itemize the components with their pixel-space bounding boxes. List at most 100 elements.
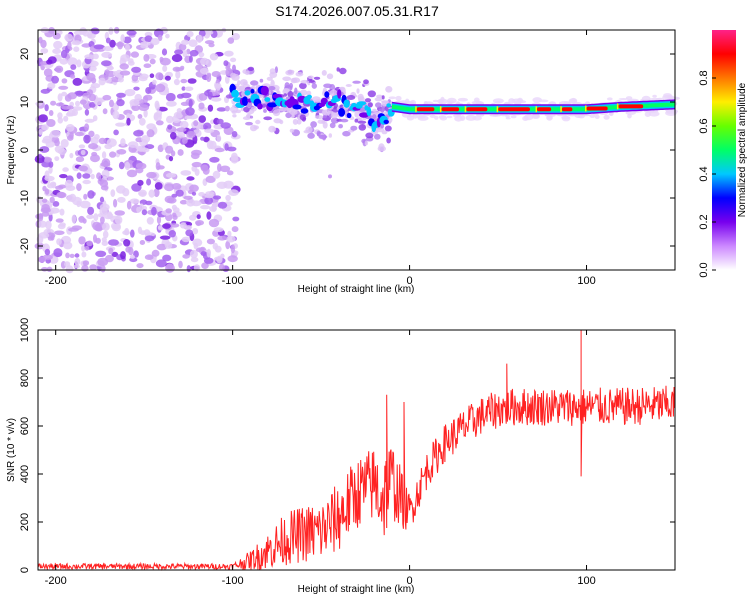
spectrogram-cell bbox=[207, 104, 214, 112]
y-tick-label: 20 bbox=[19, 48, 31, 60]
figure-title: S174.2026.007.05.31.R17 bbox=[275, 3, 439, 19]
spectrogram-cell bbox=[388, 96, 396, 100]
spectrogram-cell bbox=[52, 201, 60, 207]
spectrogram-cell bbox=[175, 189, 184, 197]
spectrogram-cell bbox=[66, 105, 74, 110]
spectrogram-cell bbox=[417, 115, 429, 121]
spectrogram-cell bbox=[61, 78, 68, 84]
spectrogram-cell bbox=[175, 67, 184, 72]
spectrogram-cell bbox=[80, 149, 86, 156]
spectrogram-cell bbox=[120, 34, 125, 43]
spectrogram-cell bbox=[209, 140, 217, 150]
spectrogram-cell bbox=[406, 115, 414, 121]
spectrogram-cell bbox=[143, 54, 150, 62]
spectrogram-cell bbox=[206, 248, 211, 258]
spectrogram-cell bbox=[159, 235, 171, 240]
spectrogram-cell bbox=[48, 207, 60, 214]
spectrogram-cell bbox=[216, 134, 222, 143]
spectrogram-cell bbox=[206, 72, 212, 78]
spectrogram-cell bbox=[70, 74, 76, 79]
spectrogram-cell bbox=[377, 145, 386, 152]
spectrogram-cell bbox=[73, 40, 81, 46]
spectrogram-cell bbox=[37, 256, 46, 263]
spectrogram-cell bbox=[69, 152, 74, 159]
spectrogram-cell bbox=[76, 59, 82, 68]
spectrogram-cell bbox=[198, 102, 205, 110]
spectrogram-cell bbox=[89, 264, 98, 271]
spectrogram-cell bbox=[118, 161, 125, 170]
spectrogram-cell bbox=[122, 188, 130, 197]
spectrogram-cell bbox=[164, 241, 173, 249]
spectrogram-cell bbox=[283, 88, 290, 93]
spectrogram-cell bbox=[36, 196, 43, 204]
spectrogram-cell bbox=[83, 134, 91, 144]
spectrogram-cell bbox=[63, 241, 73, 250]
colorbar-tick-label: 0.0 bbox=[698, 262, 710, 277]
spectrogram-cell bbox=[68, 227, 79, 232]
spectrogram-cell bbox=[101, 151, 107, 159]
spectrogram-cell bbox=[314, 115, 324, 120]
spectrogram-cell bbox=[101, 51, 113, 59]
spectrogram-cell bbox=[84, 118, 95, 123]
spectrogram-cell bbox=[58, 148, 67, 155]
spectrogram-cell bbox=[189, 249, 198, 259]
spectrogram-cell bbox=[168, 230, 176, 238]
spectrogram-cell bbox=[273, 118, 282, 124]
spectrogram-ridge-cell bbox=[264, 97, 271, 102]
spectrogram-cell bbox=[255, 119, 261, 125]
spectrogram-cell bbox=[570, 97, 577, 104]
spectrogram-cell bbox=[374, 133, 381, 140]
spectrogram-cell bbox=[243, 106, 250, 113]
spectrogram-peak-edge bbox=[415, 106, 417, 113]
y-tick-label: 1000 bbox=[19, 318, 31, 342]
spectrogram-cell bbox=[108, 27, 114, 35]
spectrogram-cell bbox=[40, 48, 49, 54]
spectrogram-cell bbox=[228, 189, 239, 197]
spectrogram-cell bbox=[148, 189, 155, 198]
spectrogram-cell bbox=[200, 205, 211, 210]
spectrogram-cell bbox=[43, 68, 53, 77]
spectrogram-cell bbox=[57, 117, 64, 124]
spectrogram-cell bbox=[62, 167, 69, 172]
spectrogram-cell bbox=[34, 155, 45, 164]
spectrogram-cell bbox=[65, 252, 70, 259]
spectrogram-cell bbox=[112, 71, 118, 76]
spectrogram-cell bbox=[328, 174, 332, 179]
spectrogram-cell bbox=[79, 200, 91, 209]
spectrogram-cell bbox=[137, 226, 143, 234]
spectrogram-cell bbox=[74, 90, 85, 95]
spectrogram-cell bbox=[38, 129, 43, 135]
spectrogram-cell bbox=[168, 156, 174, 162]
spectrogram-cell bbox=[206, 211, 212, 220]
spectrogram-cell bbox=[115, 42, 125, 47]
spectrogram-cell bbox=[180, 78, 188, 84]
spectrogram-cell bbox=[116, 99, 125, 107]
y-tick-label: 400 bbox=[19, 465, 31, 483]
spectrogram-cell bbox=[50, 100, 57, 106]
spectrogram-cell bbox=[339, 67, 347, 75]
spectrogram-cell bbox=[363, 79, 369, 85]
spectrogram-cell bbox=[378, 108, 386, 112]
spectrogram-cell bbox=[102, 108, 108, 115]
spectrogram-cell bbox=[124, 161, 131, 171]
spectrogram-cell bbox=[263, 109, 267, 113]
spectrogram-cell bbox=[46, 59, 53, 65]
spectrogram-cell bbox=[41, 161, 51, 168]
spectrogram-cell bbox=[71, 214, 77, 224]
spectrogram-cell bbox=[70, 64, 77, 70]
spectrogram-cell bbox=[208, 218, 220, 228]
spectrogram-cell bbox=[313, 76, 321, 80]
spectrogram-cell bbox=[49, 196, 55, 204]
spectrogram-cell bbox=[226, 146, 237, 152]
spectrogram-cell bbox=[180, 92, 192, 99]
spectrogram-cell bbox=[82, 173, 91, 179]
spectrogram-cell bbox=[226, 235, 236, 243]
spectrogram-cell bbox=[381, 95, 385, 100]
spectrogram-ridge-cell bbox=[306, 94, 312, 99]
spectrogram-ridge-cell bbox=[267, 102, 278, 108]
spectrogram-cell bbox=[182, 137, 188, 144]
spectrogram-cell bbox=[249, 115, 254, 119]
spectrogram-ridge-cell bbox=[250, 88, 255, 94]
spectrogram-cell bbox=[209, 53, 219, 61]
spectrogram-cell bbox=[364, 98, 372, 103]
